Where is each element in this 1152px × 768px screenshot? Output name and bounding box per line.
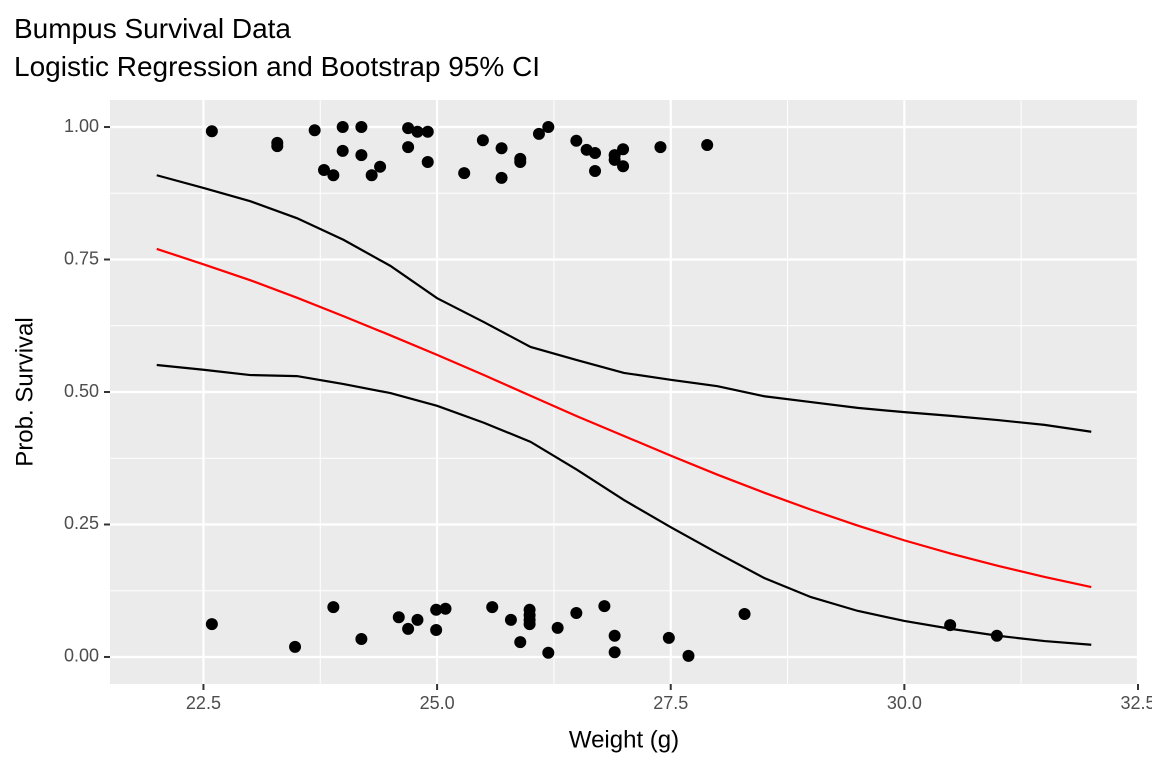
y-tick-label: 0.75 [64,248,99,268]
point [589,165,602,178]
point [608,646,621,659]
point [476,134,489,147]
point [402,141,415,154]
y-tick-label: 1.00 [64,116,99,136]
point [598,600,611,613]
x-axis-title: Weight (g) [569,726,679,753]
point [439,602,452,615]
point [430,603,443,616]
point [589,146,602,159]
point [570,134,583,147]
point [682,649,695,662]
point [402,122,415,135]
point [308,124,321,137]
point [327,601,340,614]
point [402,622,415,635]
point [738,608,751,621]
y-tick-label: 0.50 [64,381,99,401]
curve [156,363,1092,646]
point [486,601,499,614]
point [495,142,508,155]
point [495,171,508,184]
point [542,121,555,134]
x-tick-label: 27.5 [653,693,688,713]
point [701,139,714,152]
point [289,640,302,653]
point [355,149,368,162]
point [617,160,630,173]
point [355,121,368,134]
point [430,623,443,636]
point [608,153,621,166]
curve [156,174,1092,433]
point [532,127,545,140]
point [458,167,471,180]
y-axis-title: Prob. Survival [11,317,38,466]
y-tick-label: 0.00 [64,646,99,666]
point [990,629,1003,642]
point [542,646,555,659]
point [504,613,517,626]
x-tick-label: 30.0 [887,693,922,713]
point [551,621,564,634]
point [514,156,527,169]
point [514,636,527,649]
point [365,169,378,182]
point [411,613,424,626]
x-tick-label: 32.5 [1120,693,1152,713]
point [411,125,424,138]
point [392,611,405,624]
point [336,144,349,157]
x-tick-label: 25.0 [420,693,455,713]
point [327,169,340,182]
point [421,156,434,169]
point [205,125,218,138]
point [654,141,667,154]
curve [156,247,1092,589]
point [355,632,368,645]
point [608,629,621,642]
point [570,606,583,619]
point [374,160,387,173]
chart-subtitle: Logistic Regression and Bootstrap 95% CI [14,51,540,82]
x-tick-label: 22.5 [186,693,221,713]
y-tick-label: 0.25 [64,513,99,533]
point [617,143,630,156]
point [318,163,331,176]
point [523,618,536,631]
point [271,140,284,153]
point [944,619,957,632]
point [662,631,675,644]
point [336,121,349,134]
point [205,618,218,631]
chart-title: Bumpus Survival Data [14,13,291,44]
point [421,125,434,138]
